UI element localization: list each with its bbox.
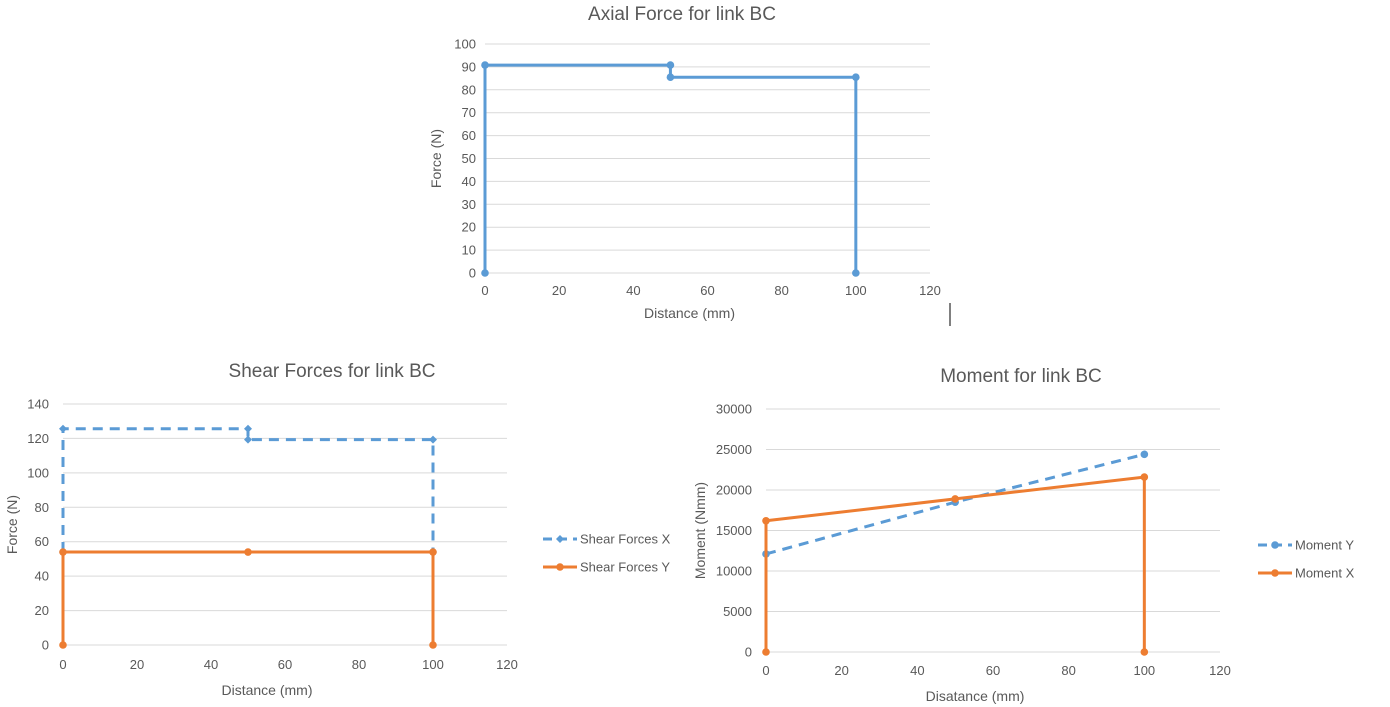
y-tick-label: 30 xyxy=(462,197,476,212)
shear-forces-chart: 0 20 40 60 80 100 120 140 0 20 40 60 80 100 120 Shear F… xyxy=(4,361,671,698)
series-line xyxy=(61,550,435,645)
data-point xyxy=(429,641,437,649)
y-tick-label: 80 xyxy=(35,500,49,515)
data-point xyxy=(852,269,860,277)
y-tick-label: 100 xyxy=(454,37,476,52)
y-tick-label: 10000 xyxy=(716,564,752,579)
x-tick-label: 100 xyxy=(845,283,867,298)
x-tick-label: 20 xyxy=(552,283,566,298)
y-tick-label: 0 xyxy=(745,645,752,660)
y-tick-label: 25000 xyxy=(716,442,752,457)
y-tick-label: 70 xyxy=(462,105,476,120)
legend-label: Shear Forces Y xyxy=(580,560,670,575)
y-tick-label: 80 xyxy=(462,82,476,97)
data-point xyxy=(951,495,959,503)
legend-marker xyxy=(1271,541,1279,549)
y-tick-label: 30000 xyxy=(716,402,752,417)
x-tick-label: 100 xyxy=(1133,663,1155,678)
chart-title: Shear Forces for link BC xyxy=(229,361,436,382)
y-tick-label: 50 xyxy=(462,151,476,166)
data-point xyxy=(1140,450,1149,459)
x-tick-label: 80 xyxy=(774,283,788,298)
data-point xyxy=(762,516,770,525)
legend-marker xyxy=(556,563,564,571)
legend-marker xyxy=(1271,569,1279,577)
x-tick-label: 40 xyxy=(626,283,640,298)
x-tick-label: 0 xyxy=(59,657,66,672)
data-point xyxy=(666,73,675,82)
y-tick-label: 0 xyxy=(469,266,476,281)
data-point xyxy=(429,435,437,444)
x-tick-label: 120 xyxy=(496,657,518,672)
legend-label: Moment X xyxy=(1295,566,1355,581)
y-tick-label: 20000 xyxy=(716,483,752,498)
series-line xyxy=(61,427,435,553)
y-tick-label: 40 xyxy=(35,569,49,584)
data-point xyxy=(244,424,252,433)
y-tick-label: 20 xyxy=(35,603,49,618)
legend-marker xyxy=(556,535,564,543)
x-tick-label: 120 xyxy=(1209,663,1231,678)
x-tick-label: 100 xyxy=(422,657,444,672)
y-tick-label: 5000 xyxy=(723,604,752,619)
x-tick-label: 60 xyxy=(986,663,1000,678)
chart-title: Moment for link BC xyxy=(940,366,1102,387)
legend-label: Shear Forces X xyxy=(580,532,671,547)
data-point xyxy=(481,61,489,69)
x-tick-label: 20 xyxy=(834,663,848,678)
data-point xyxy=(244,435,252,444)
data-point xyxy=(59,548,67,556)
data-point xyxy=(59,641,67,649)
y-axis-label: Force (N) xyxy=(428,129,444,188)
chart-title: Axial Force for link BC xyxy=(588,4,776,25)
y-tick-label: 90 xyxy=(462,59,476,74)
x-tick-label: 60 xyxy=(278,657,292,672)
data-point xyxy=(1140,473,1149,481)
x-tick-label: 0 xyxy=(481,283,488,298)
y-tick-label: 20 xyxy=(462,220,476,235)
data-point xyxy=(429,548,437,556)
y-axis-label: Moment (Nmm) xyxy=(692,482,708,579)
y-tick-label: 60 xyxy=(35,534,49,549)
data-point xyxy=(244,548,252,556)
y-axis-label: Force (N) xyxy=(4,495,20,554)
x-tick-label: 80 xyxy=(1061,663,1075,678)
x-tick-label: 20 xyxy=(130,657,144,672)
legend-label: Moment Y xyxy=(1295,538,1354,553)
data-point xyxy=(762,648,770,656)
y-tick-label: 15000 xyxy=(716,523,752,538)
data-point xyxy=(481,269,489,277)
y-tick-label: 60 xyxy=(462,128,476,143)
data-point xyxy=(59,424,67,433)
y-tick-label: 120 xyxy=(27,431,49,446)
y-tick-label: 0 xyxy=(42,638,49,653)
x-axis-label: Disatance (mm) xyxy=(926,688,1025,704)
y-tick-label: 140 xyxy=(27,397,49,412)
x-axis-label: Distance (mm) xyxy=(221,682,312,698)
axial-force-chart: 0 10 20 30 40 50 60 70 80 90 100 0 20 40 60 80 100 120 Axi… xyxy=(428,4,941,321)
x-tick-label: 0 xyxy=(762,663,769,678)
x-tick-label: 40 xyxy=(204,657,218,672)
y-tick-label: 100 xyxy=(27,465,49,480)
data-point xyxy=(852,73,860,82)
x-tick-label: 80 xyxy=(352,657,366,672)
x-tick-label: 120 xyxy=(919,283,941,298)
x-tick-label: 40 xyxy=(910,663,924,678)
y-tick-label: 10 xyxy=(462,243,476,258)
data-point xyxy=(666,61,675,69)
moment-chart: 0 5000 10000 15000 20000 25000 30000 0 20 40 60 80 1… xyxy=(692,366,1355,704)
data-point xyxy=(1140,648,1149,656)
x-tick-label: 60 xyxy=(700,283,714,298)
series-line xyxy=(483,63,858,273)
x-axis-label: Distance (mm) xyxy=(644,305,735,321)
y-tick-label: 40 xyxy=(462,174,476,189)
